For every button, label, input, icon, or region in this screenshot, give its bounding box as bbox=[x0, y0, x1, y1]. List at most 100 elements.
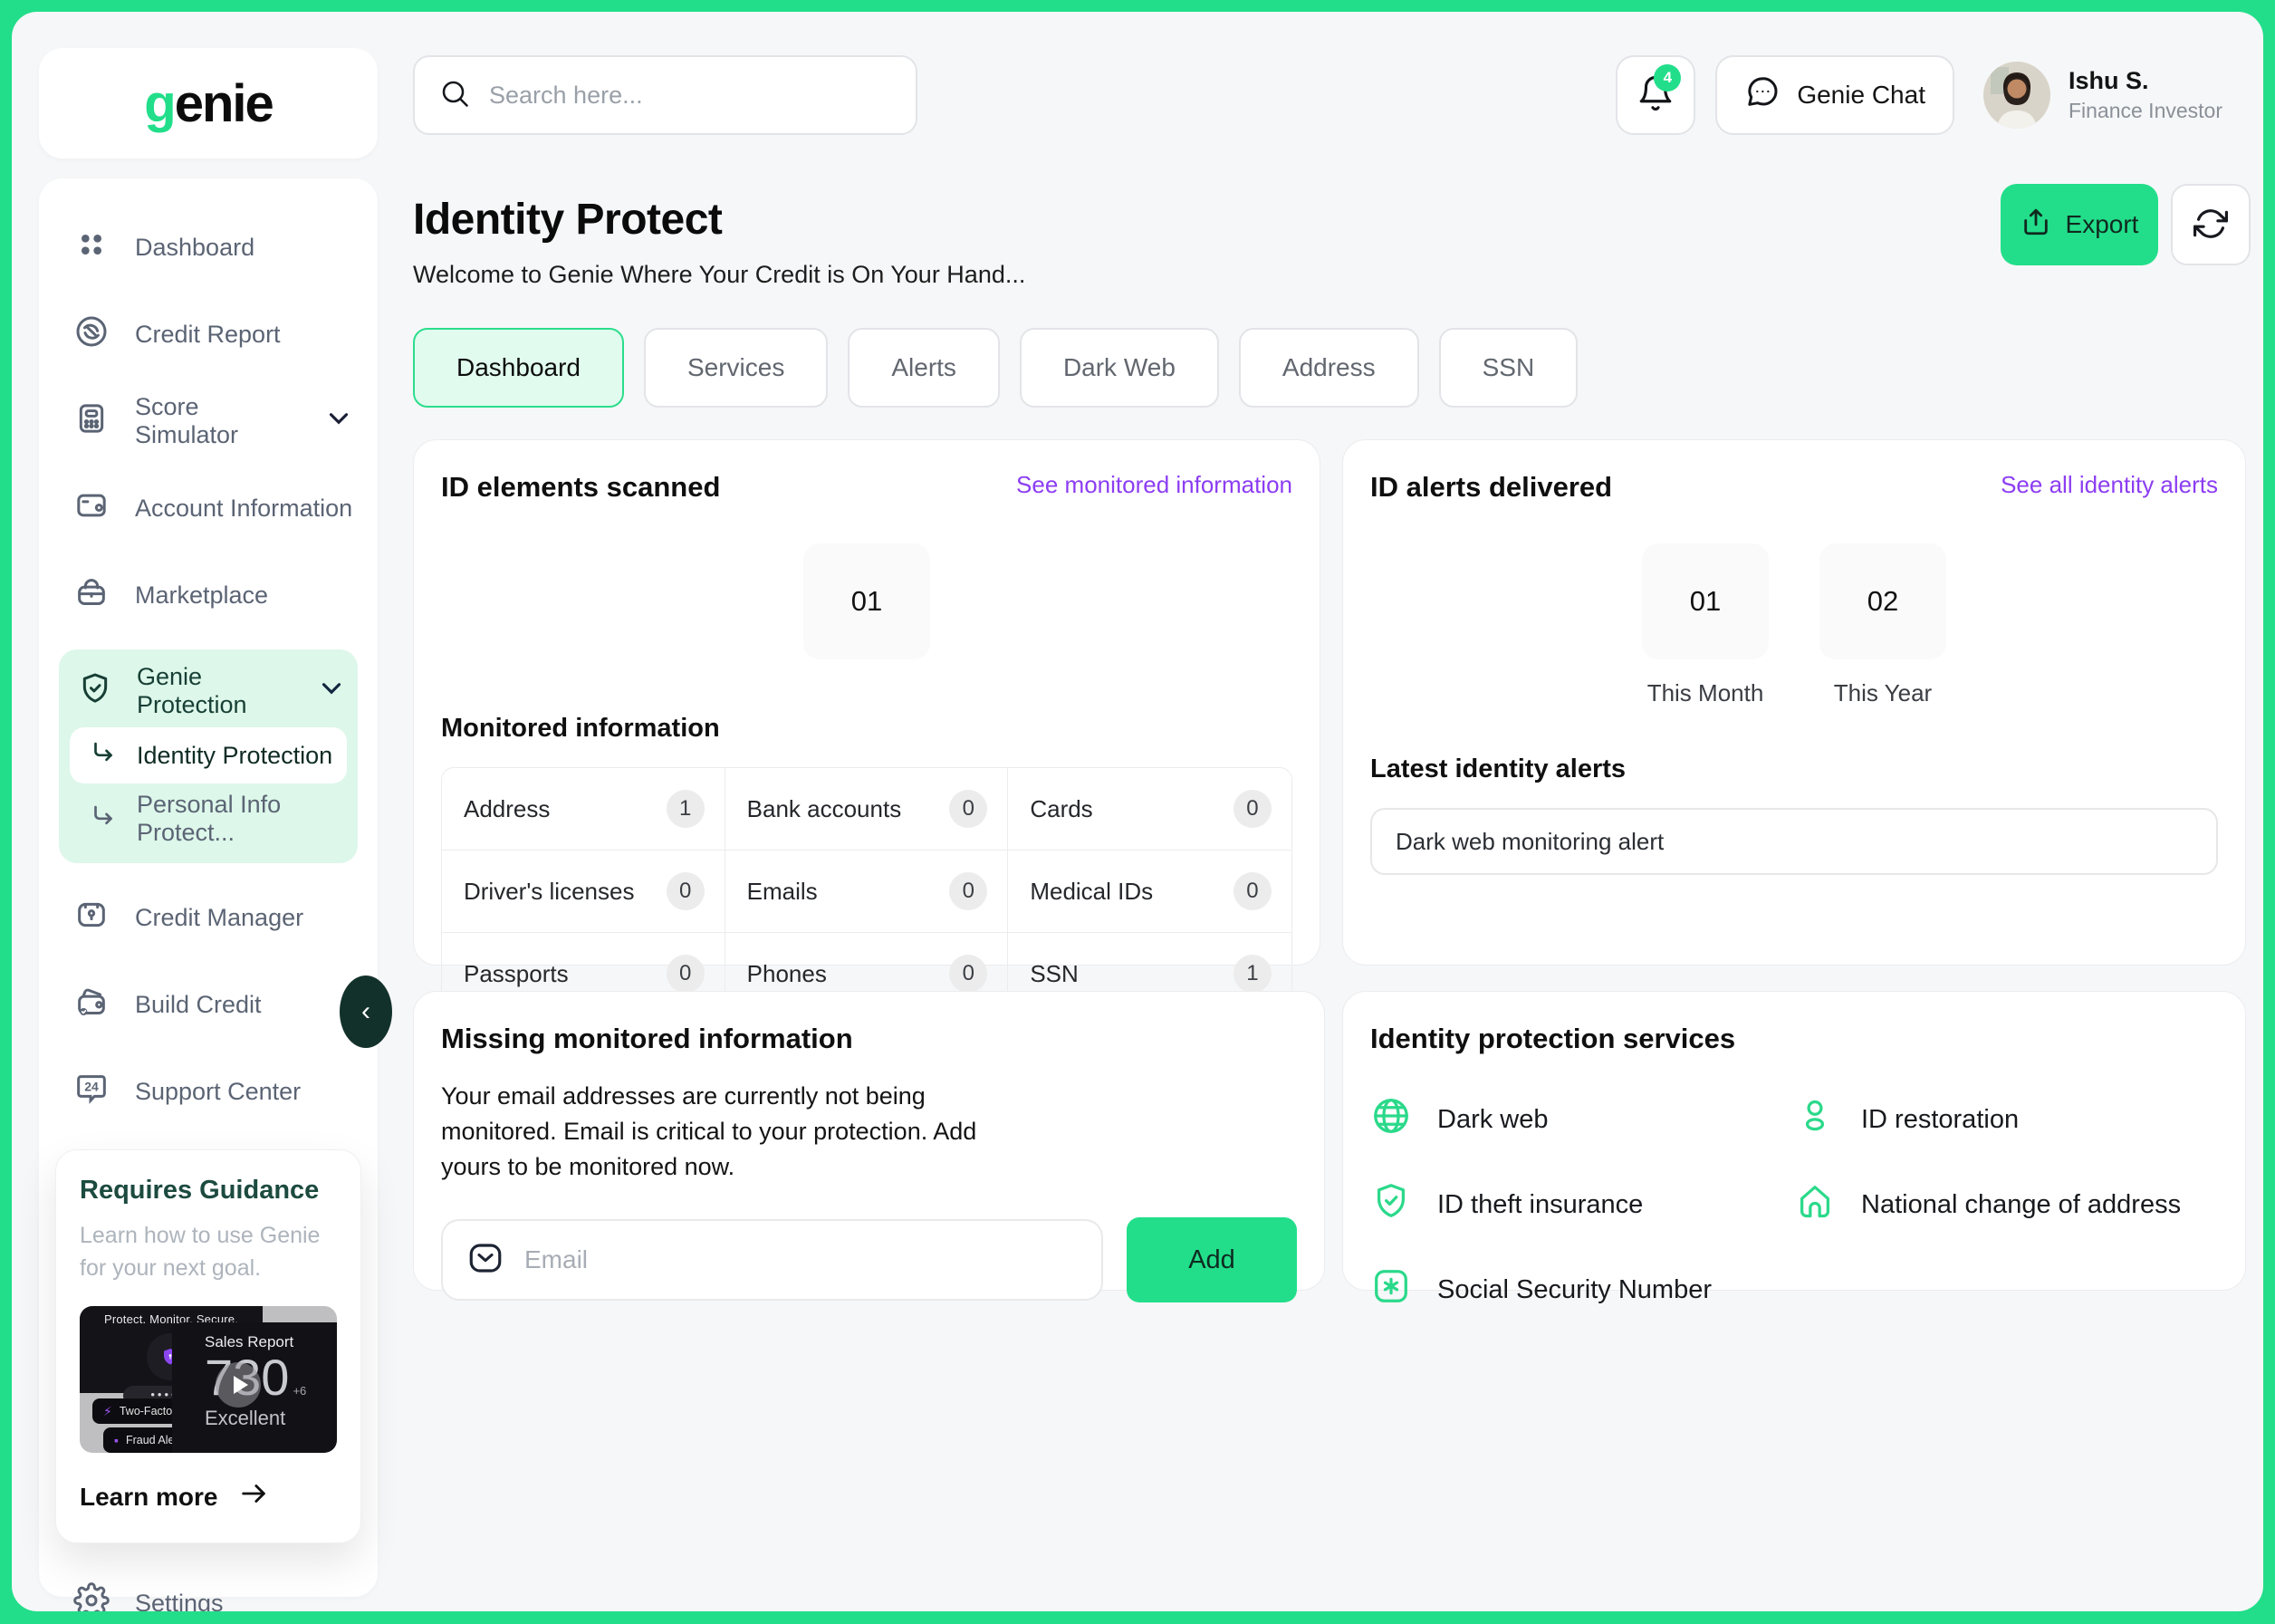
card-title: Missing monitored information bbox=[441, 1023, 853, 1054]
tab-services[interactable]: Services bbox=[643, 328, 829, 408]
chevron-down-icon[interactable] bbox=[316, 673, 347, 710]
service-label: Social Security Number bbox=[1437, 1274, 1712, 1304]
wallet-check-icon bbox=[73, 984, 110, 1026]
cell-label: Emails bbox=[746, 877, 818, 905]
monitored-information-label: Monitored information bbox=[441, 714, 720, 743]
year-caption: This Year bbox=[1833, 679, 1933, 706]
latest-alert-item[interactable]: Dark web monitoring alert bbox=[1370, 808, 2218, 875]
sidebar: Dashboard Credit Report Score Simulator … bbox=[39, 178, 392, 1611]
sidebar-item-genie-protection[interactable]: Genie Protection bbox=[70, 662, 347, 720]
alerts-month-stat: 01 This Month bbox=[1642, 543, 1769, 707]
sidebar-item-dashboard[interactable]: Dashboard bbox=[62, 218, 354, 276]
sidebar-item-settings[interactable]: Settings bbox=[62, 1574, 354, 1611]
sidebar-item-label: Account Information bbox=[135, 494, 353, 522]
play-button[interactable] bbox=[216, 1362, 261, 1408]
cell-label: Medical IDs bbox=[1030, 877, 1154, 905]
shield-check-icon bbox=[1370, 1180, 1412, 1229]
table-cell-phones: Phones 0 bbox=[725, 933, 1009, 1014]
cell-label: Address bbox=[464, 794, 551, 822]
shield-check-icon bbox=[77, 670, 113, 713]
refresh-button[interactable] bbox=[2171, 184, 2251, 265]
learn-more-link[interactable]: Learn more bbox=[80, 1478, 337, 1515]
requires-guidance-card: Requires Guidance Learn how to use Genie… bbox=[55, 1149, 361, 1543]
bag-icon bbox=[73, 574, 110, 617]
month-count-tile: 01 bbox=[1642, 543, 1769, 659]
asterisk-icon bbox=[1370, 1265, 1412, 1314]
shield-glyph-icon: ▪ bbox=[114, 1433, 119, 1447]
sidebar-item-identity-protection[interactable]: Identity Protection bbox=[70, 727, 347, 783]
guidance-promo-image: Protect. Monitor. Secure. •••••• ⚡ Two-Fa… bbox=[80, 1306, 337, 1453]
sidebar-item-score-simulator[interactable]: Score Simulator bbox=[62, 392, 354, 450]
genie-protection-group: Genie Protection Identity Protection Per… bbox=[59, 649, 358, 863]
search-bar bbox=[413, 55, 917, 135]
sidebar-item-marketplace[interactable]: Marketplace bbox=[62, 566, 354, 624]
genie-chat-button[interactable]: Genie Chat bbox=[1715, 55, 1954, 135]
service-label: ID theft insurance bbox=[1437, 1189, 1644, 1219]
export-icon bbox=[2021, 207, 2051, 244]
card-title: ID elements scanned bbox=[441, 471, 721, 503]
see-monitored-information-link[interactable]: See monitored information bbox=[1016, 471, 1292, 498]
sidebar-item-personal-info-protection[interactable]: Personal Info Protect... bbox=[70, 791, 347, 847]
refresh-icon bbox=[2193, 207, 2228, 244]
section-tabs: Dashboard Services Alerts Dark Web Addre… bbox=[413, 328, 1579, 408]
chat-bubble-icon bbox=[1744, 74, 1781, 117]
service-label: ID restoration bbox=[1861, 1104, 2020, 1134]
latest-identity-alerts-label: Latest identity alerts bbox=[1370, 754, 1627, 783]
avatar bbox=[1982, 62, 2050, 129]
tab-address[interactable]: Address bbox=[1238, 328, 1419, 408]
year-count-tile: 02 bbox=[1819, 543, 1946, 659]
table-cell-passports: Passports 0 bbox=[442, 933, 725, 1014]
sidebar-item-label: Marketplace bbox=[135, 581, 269, 609]
add-email-button[interactable]: Add bbox=[1127, 1217, 1297, 1303]
sidebar-item-support-center[interactable]: 24 Support Center bbox=[62, 1062, 354, 1120]
service-label: National change of address bbox=[1861, 1189, 2182, 1219]
cell-count-badge: 1 bbox=[1233, 955, 1272, 993]
user-menu[interactable]: Ishu S. Finance Investor bbox=[1982, 62, 2222, 129]
sidebar-item-account-information[interactable]: Account Information bbox=[62, 479, 354, 537]
safe-box-icon bbox=[73, 897, 110, 939]
sidebar-item-credit-report[interactable]: Credit Report bbox=[62, 305, 354, 363]
sidebar-item-label: Support Center bbox=[135, 1077, 302, 1105]
service-id-theft-insurance: ID theft insurance bbox=[1370, 1180, 1794, 1229]
house-icon bbox=[1794, 1180, 1836, 1229]
logo-rest: enie bbox=[174, 73, 274, 133]
notifications-button[interactable]: 4 bbox=[1616, 55, 1696, 135]
table-cell-address: Address 1 bbox=[442, 768, 725, 850]
chevron-down-icon[interactable] bbox=[323, 403, 354, 440]
cell-count-badge: 0 bbox=[1233, 872, 1272, 910]
cell-label: Passports bbox=[464, 959, 569, 987]
logo-card: genie bbox=[39, 48, 378, 159]
page-subtitle: Welcome to Genie Where Your Credit is On… bbox=[413, 261, 1026, 288]
svg-text:24: 24 bbox=[84, 1079, 99, 1093]
sidebar-item-label: Settings bbox=[135, 1589, 224, 1612]
service-label: Dark web bbox=[1437, 1104, 1549, 1134]
search-icon bbox=[438, 77, 471, 114]
sub-arrow-icon bbox=[88, 801, 119, 838]
sidebar-item-build-credit[interactable]: Build Credit bbox=[62, 975, 354, 1033]
cell-count-badge: 0 bbox=[1233, 790, 1272, 828]
cell-count-badge: 1 bbox=[666, 790, 705, 828]
card-title: ID alerts delivered bbox=[1370, 471, 1613, 503]
cell-label: Driver's licenses bbox=[464, 877, 635, 905]
tab-alerts[interactable]: Alerts bbox=[848, 328, 1000, 408]
sidebar-item-label: Dashboard bbox=[135, 233, 255, 261]
header-actions: 4 Genie Chat Ishu S. Finance Investor bbox=[1616, 55, 2222, 135]
tab-dashboard[interactable]: Dashboard bbox=[413, 328, 624, 408]
cell-label: Cards bbox=[1030, 794, 1093, 822]
tab-ssn[interactable]: SSN bbox=[1438, 328, 1579, 408]
promo-score-delta: +6 bbox=[293, 1384, 307, 1398]
see-all-identity-alerts-link[interactable]: See all identity alerts bbox=[2001, 471, 2218, 498]
search-input[interactable] bbox=[489, 81, 892, 110]
tab-dark-web[interactable]: Dark Web bbox=[1019, 328, 1219, 408]
sidebar-item-label: Identity Protection bbox=[137, 741, 333, 769]
cell-count-badge: 0 bbox=[949, 790, 988, 828]
sidebar-item-credit-manager[interactable]: Credit Manager bbox=[62, 889, 354, 947]
export-button[interactable]: Export bbox=[2001, 184, 2158, 265]
sidebar-group-label: Genie Protection bbox=[137, 663, 247, 718]
sidebar-item-label: Credit Manager bbox=[135, 903, 304, 931]
bolt-icon: ⚡ bbox=[103, 1403, 112, 1418]
sidebar-collapse-button[interactable]: ‹ bbox=[340, 975, 392, 1048]
email-field[interactable] bbox=[524, 1245, 1078, 1275]
cell-count-badge: 0 bbox=[949, 872, 988, 910]
cell-count-badge: 0 bbox=[949, 955, 988, 993]
